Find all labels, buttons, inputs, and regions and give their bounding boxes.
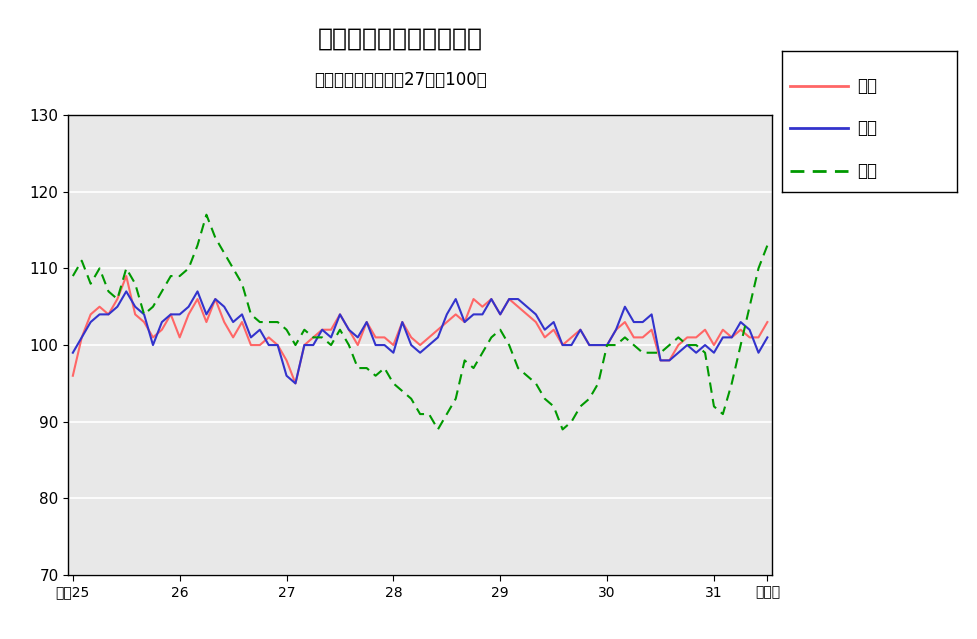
Text: 出荷: 出荷 — [857, 119, 877, 137]
Text: 在庫: 在庫 — [857, 162, 877, 180]
Text: 鳥取県鉱工業指数の推移: 鳥取県鉱工業指数の推移 — [319, 26, 483, 50]
Text: 生産: 生産 — [857, 77, 877, 95]
Text: （季節調整済、平成27年＝100）: （季節調整済、平成27年＝100） — [315, 71, 487, 89]
